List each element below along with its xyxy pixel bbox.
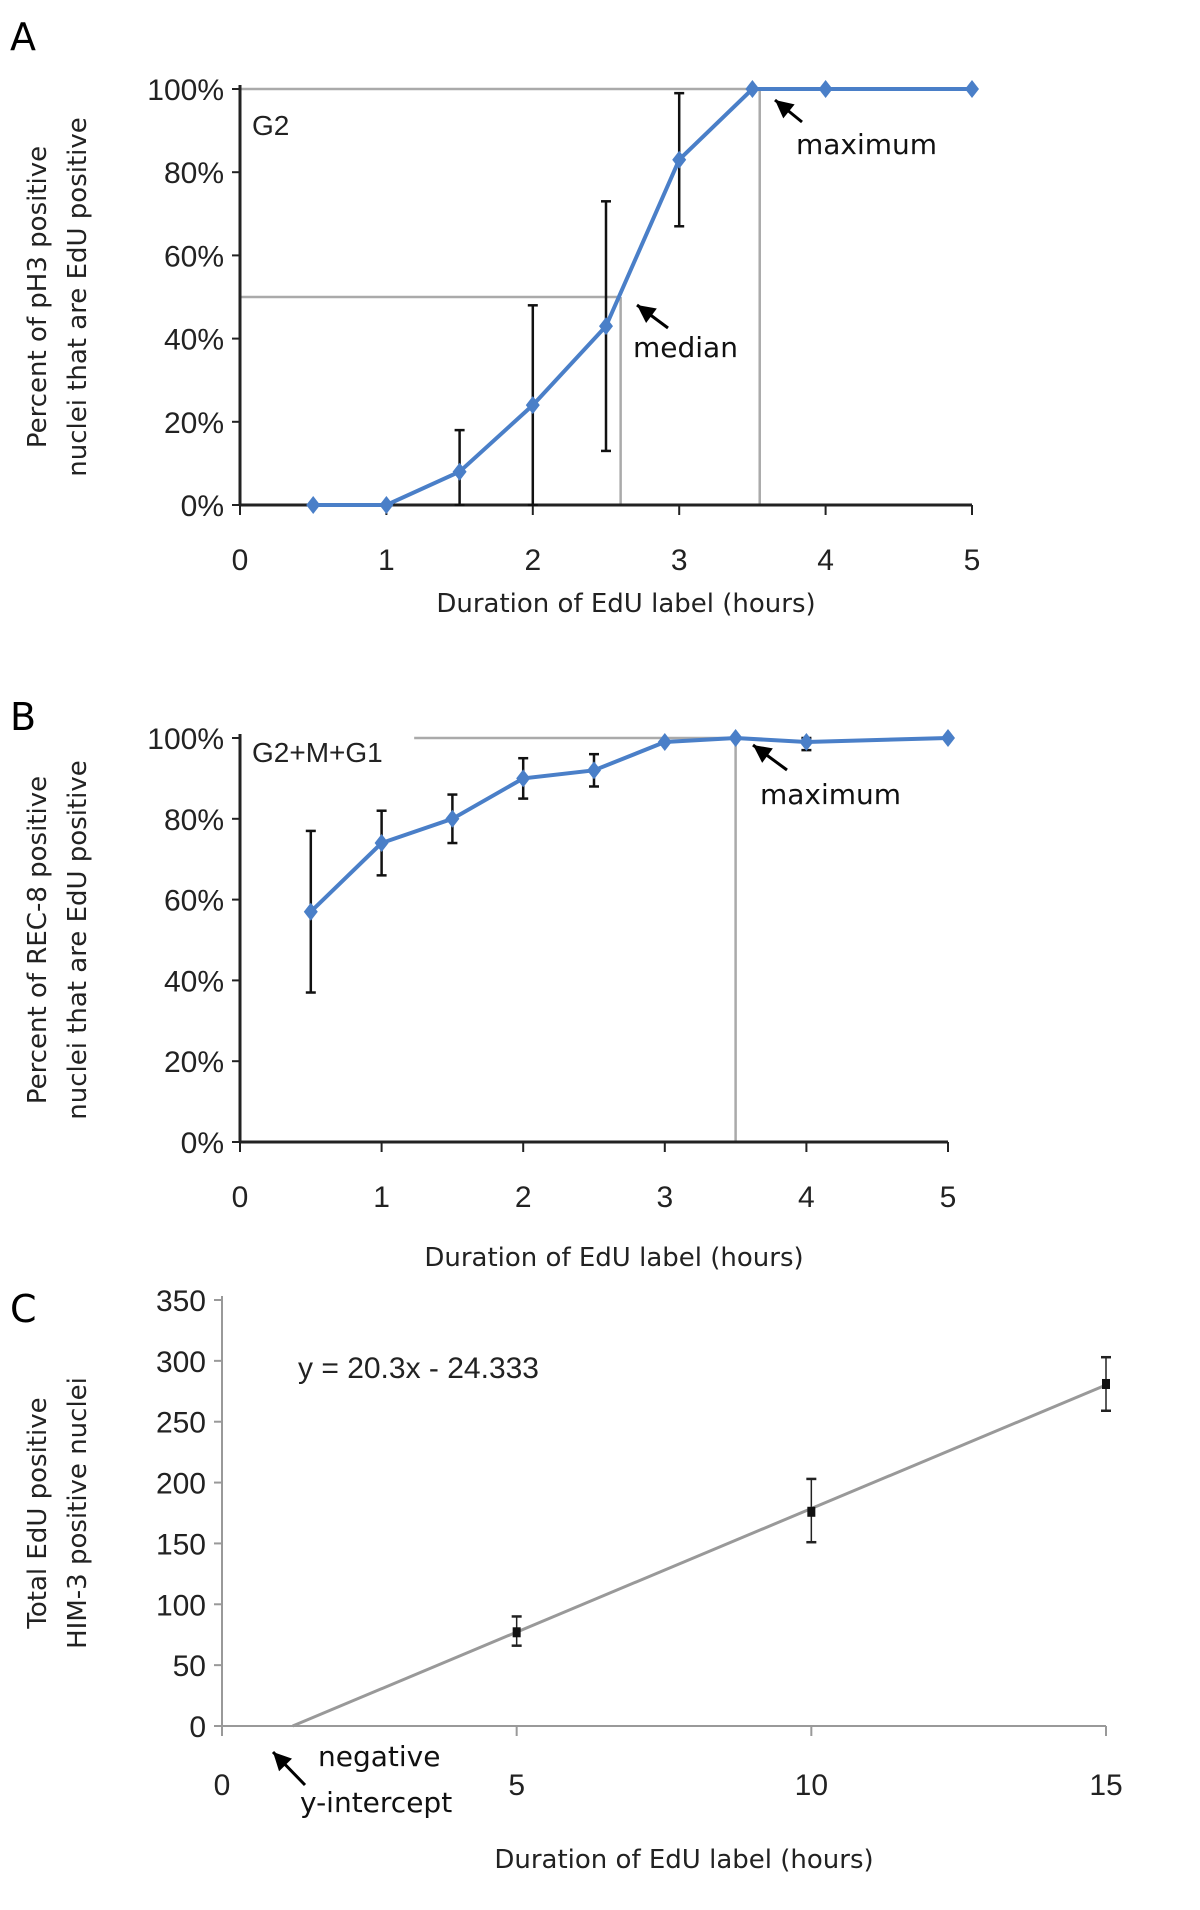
- chart-a-ytick-label: 20%: [164, 407, 224, 440]
- chart-a-maximum-arrow-head: [775, 100, 795, 119]
- chart-a-data-point: [525, 396, 540, 415]
- chart-b-annotation-maximum: maximum: [760, 778, 901, 811]
- chart-a-xtick-label: 1: [378, 544, 395, 577]
- chart-c-annotation-y-intercept: y-intercept: [300, 1786, 452, 1819]
- chart-b-xtick-label: 0: [232, 1181, 249, 1214]
- chart-a-xtick-label: 4: [817, 544, 834, 577]
- chart-c-ytick-label: 250: [156, 1407, 206, 1440]
- chart-b-ytick-label: 20%: [164, 1046, 224, 1079]
- chart-a-data-point: [745, 80, 760, 98]
- chart-a-xtick-label: 2: [524, 544, 541, 577]
- chart-c-ytick-label: 50: [173, 1650, 206, 1683]
- chart-c-ytick-label: 200: [156, 1468, 206, 1501]
- chart-c-ytick-label: 0: [189, 1711, 206, 1744]
- chart-a-ytick-label: 60%: [164, 240, 224, 273]
- chart-b-xlabel: Duration of EdU label (hours): [424, 1243, 803, 1273]
- chart-c-data-point: [807, 1506, 816, 1517]
- chart-b-ytick-label: 40%: [164, 965, 224, 998]
- chart-a-data-point: [452, 462, 467, 481]
- chart-c-ytick-label: 150: [156, 1528, 206, 1561]
- chart-b-xtick-label: 4: [798, 1181, 815, 1214]
- chart-a-ytick-label: 80%: [164, 157, 224, 190]
- chart-b-data-point: [941, 729, 955, 747]
- chart-a-data-point: [818, 80, 833, 98]
- chart-b-xtick-label: 1: [373, 1181, 390, 1214]
- chart-b-series-line: [309, 735, 949, 914]
- chart-a-data-point: [672, 150, 687, 169]
- chart-c-ytick-label: 300: [156, 1346, 206, 1379]
- chart-a-xtick-label: 3: [671, 544, 688, 577]
- chart-c-annotation-negative: negative: [318, 1740, 440, 1773]
- chart-c-intercept-arrow-head: [273, 1752, 292, 1772]
- chart-a-xtick-label: 5: [964, 544, 981, 577]
- chart-b-data-point: [445, 809, 460, 828]
- chart-c-data-point: [1102, 1378, 1110, 1389]
- chart-c-equation: y = 20.3x - 24.333: [298, 1352, 539, 1385]
- chart-a-data-point: [965, 80, 979, 98]
- chart-c-ytick-label: 350: [156, 1285, 206, 1318]
- chart-c-xlabel: Duration of EdU label (hours): [494, 1845, 873, 1875]
- chart-c-ylabel: Total EdU positive: [23, 1397, 53, 1629]
- chart-b-ylabel: Percent of REC-8 positive: [23, 776, 53, 1104]
- chart-c-xtick-label: 0: [214, 1769, 231, 1802]
- chart-a-ytick-label: 100%: [147, 74, 224, 107]
- chart-a-ytick-label: 0%: [181, 490, 224, 523]
- chart-a-inset-label: G2: [252, 110, 289, 141]
- chart-b-xtick-label: 5: [940, 1181, 957, 1214]
- chart-b-maximum-arrow-head: [753, 745, 773, 763]
- chart-c-xtick-label: 15: [1089, 1769, 1122, 1802]
- chart-b-ylabel: nuclei that are EdU positive: [63, 760, 93, 1120]
- chart-b-data-point: [303, 902, 318, 921]
- chart-a-xlabel: Duration of EdU label (hours): [436, 589, 815, 619]
- chart-c-ytick-label: 100: [156, 1589, 206, 1622]
- chart-b-xtick-label: 3: [656, 1181, 673, 1214]
- chart-a-annotation-median: median: [633, 331, 738, 364]
- chart-b-ytick-label: 100%: [147, 723, 224, 756]
- chart-a-data-point: [379, 496, 394, 514]
- chart-c-ylabel: HIM-3 positive nuclei: [63, 1377, 93, 1649]
- chart-b-panel-label: B: [10, 695, 36, 739]
- chart-b-data-point: [799, 733, 814, 752]
- chart-b-ytick-label: 80%: [164, 804, 224, 837]
- chart-a-data-point: [599, 317, 613, 336]
- chart-c-data-point: [512, 1627, 521, 1638]
- chart-b-data-point: [728, 729, 743, 747]
- chart-a-panel-label: A: [10, 15, 36, 59]
- chart-b-data-point: [516, 769, 531, 788]
- chart-b-data-point: [587, 761, 601, 780]
- chart-b-ytick-label: 60%: [164, 885, 224, 918]
- chart-a-ylabel: Percent of pH3 positive: [23, 146, 53, 448]
- chart-c-trendline: [292, 1383, 1107, 1728]
- chart-b-inset-label: G2+M+G1: [252, 737, 383, 768]
- chart-c-xtick-label: 10: [795, 1769, 828, 1802]
- chart-c-panel-label: C: [10, 1287, 37, 1331]
- chart-a-ytick-label: 40%: [164, 324, 224, 357]
- chart-a-xtick-label: 0: [232, 544, 249, 577]
- chart-b-ytick-label: 0%: [181, 1127, 224, 1160]
- chart-b-xtick-label: 2: [515, 1181, 532, 1214]
- chart-a-data-point: [306, 496, 321, 514]
- chart-a-annotation-maximum: maximum: [796, 128, 937, 161]
- chart-b-data-point: [657, 733, 672, 752]
- chart-b-data-point: [374, 834, 389, 853]
- chart-a-median-arrow-head: [637, 305, 657, 323]
- chart-a-ylabel: nuclei that are EdU positive: [63, 117, 93, 477]
- chart-c-xtick-label: 5: [508, 1769, 525, 1802]
